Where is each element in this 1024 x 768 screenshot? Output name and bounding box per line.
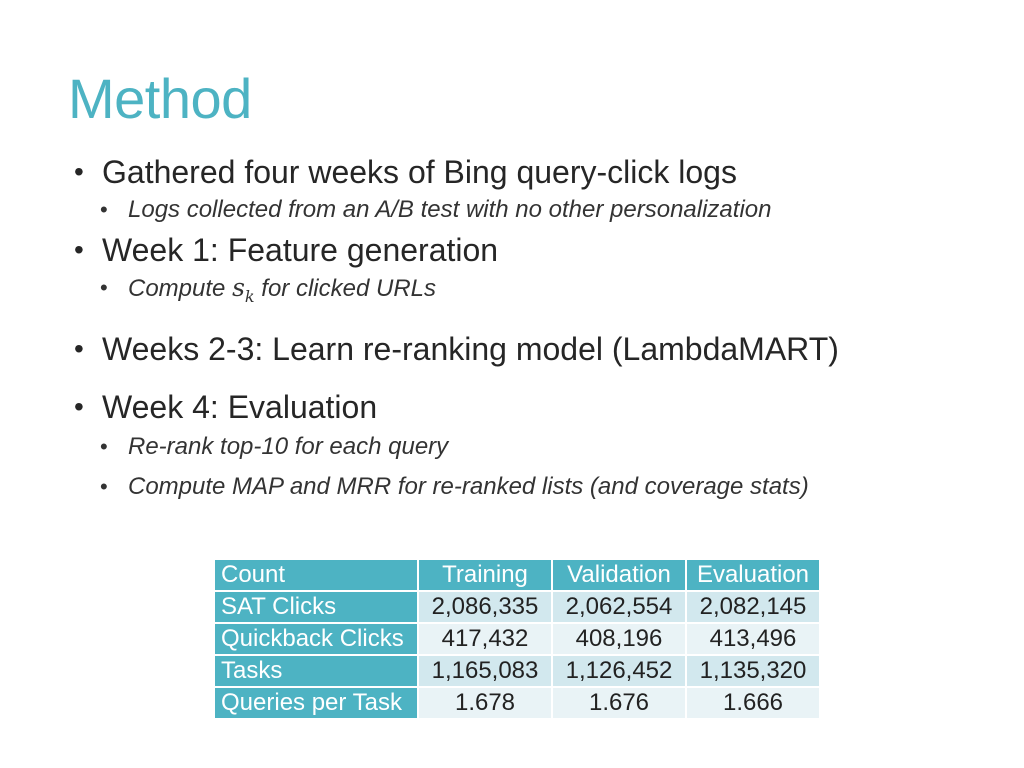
- table-row: Quickback Clicks 417,432 408,196 413,496: [213, 622, 821, 656]
- header-validation: Validation: [551, 558, 687, 592]
- cell-value: 413,496: [685, 622, 821, 656]
- row-label: Queries per Task: [213, 686, 419, 720]
- cell-value: 1.678: [417, 686, 553, 720]
- cell-value: 2,082,145: [685, 590, 821, 624]
- cell-value: 1,126,452: [551, 654, 687, 688]
- sub-bullet-rerank: Re-rank top-10 for each query: [74, 431, 974, 463]
- sub-bullet-clicked-urls: for clicked URLs: [254, 275, 436, 302]
- bullet-week-4: Week 4: Evaluation: [74, 385, 974, 429]
- row-label: SAT Clicks: [213, 590, 419, 624]
- cell-value: 2,086,335: [417, 590, 553, 624]
- cell-value: 417,432: [417, 622, 553, 656]
- header-count: Count: [213, 558, 419, 592]
- cell-value: 1,135,320: [685, 654, 821, 688]
- bullet-list: Gathered four weeks of Bing query-click …: [74, 150, 974, 503]
- row-label: Tasks: [213, 654, 419, 688]
- bullet-week-1: Week 1: Feature generation: [74, 228, 974, 272]
- cell-value: 2,062,554: [551, 590, 687, 624]
- cell-value: 1.666: [685, 686, 821, 720]
- row-label: Quickback Clicks: [213, 622, 419, 656]
- table-row: Tasks 1,165,083 1,126,452 1,135,320: [213, 654, 821, 688]
- stats-table: Count Training Validation Evaluation SAT…: [213, 558, 821, 720]
- sub-bullet-ab-test: Logs collected from an A/B test with no …: [74, 194, 974, 226]
- header-evaluation: Evaluation: [685, 558, 821, 592]
- slide-title: Method: [68, 67, 252, 130]
- table-header-row: Count Training Validation Evaluation: [213, 558, 821, 592]
- table-row: Queries per Task 1.678 1.676 1.666: [213, 686, 821, 720]
- bullet-data-gathering: Gathered four weeks of Bing query-click …: [74, 150, 974, 194]
- cell-value: 1,165,083: [417, 654, 553, 688]
- math-s-symbol: sk: [232, 273, 255, 306]
- cell-value: 408,196: [551, 622, 687, 656]
- header-training: Training: [417, 558, 553, 592]
- sub-bullet-compute-sk: Compute sk for clicked URLs: [74, 272, 974, 313]
- sub-bullet-compute-text: Compute: [128, 275, 233, 302]
- table-row: SAT Clicks 2,086,335 2,062,554 2,082,145: [213, 590, 821, 624]
- bullet-weeks-2-3: Weeks 2-3: Learn re-ranking model (Lambd…: [74, 327, 974, 371]
- sub-bullet-compute-map-mrr: Compute MAP and MRR for re-ranked lists …: [74, 471, 974, 503]
- cell-value: 1.676: [551, 686, 687, 720]
